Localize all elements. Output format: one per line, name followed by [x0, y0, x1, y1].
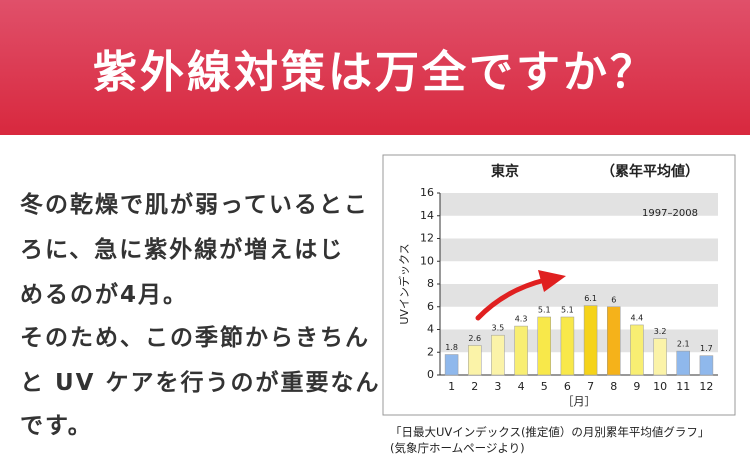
grid-band [440, 284, 718, 307]
value-label: 1.7 [700, 344, 713, 353]
annotation: 1997–2008 [642, 208, 698, 219]
y-tick-label: 8 [427, 277, 434, 290]
value-label: 5.1 [538, 305, 551, 314]
chart-title: 東京 [491, 163, 519, 180]
y-tick-label: 10 [420, 254, 434, 267]
y-tick-label: 12 [420, 232, 434, 245]
x-tick-label: 2 [471, 380, 478, 393]
grid-band [440, 238, 718, 262]
x-tick-label: 5 [541, 380, 548, 393]
bar [583, 305, 598, 376]
value-label: 2.1 [677, 340, 690, 349]
x-tick-label: 11 [676, 380, 690, 393]
x-axis-label: ［月］ [563, 395, 596, 408]
x-tick-label: 10 [653, 380, 667, 393]
value-label: 4.3 [515, 315, 528, 324]
y-tick-label: 2 [427, 345, 434, 358]
grid-band [440, 193, 718, 216]
body-line: 冬の乾燥で肌が弱っているとこ [20, 192, 369, 218]
y-tick-label: 16 [420, 186, 434, 199]
bar [560, 316, 575, 376]
bar [607, 306, 621, 376]
bar [491, 334, 505, 376]
x-tick-label: 9 [633, 380, 640, 393]
trend-arrow-head [538, 270, 566, 292]
body-line: ろに、急に紫外線が増えはじ [20, 237, 345, 263]
bar [653, 338, 667, 376]
value-label: 2.6 [468, 334, 481, 343]
x-tick-label: 6 [564, 380, 571, 393]
body-line: と UV ケアを行うのが重要なん [20, 370, 381, 396]
caption-line: 「日最大UVインデックス(推定値）の月別累年平均値グラフ」 [390, 425, 710, 439]
body-line: です。 [20, 413, 93, 439]
value-label: 3.2 [654, 327, 667, 336]
bar [514, 325, 528, 376]
value-label: 1.8 [445, 343, 458, 352]
y-tick-label: 14 [420, 209, 434, 222]
x-tick-label: 8 [610, 380, 617, 393]
x-tick-label: 7 [587, 380, 594, 393]
body-line: そのため、この季節からきちん [20, 325, 370, 351]
y-axis-label: UVインデックス [397, 243, 411, 324]
bar [444, 354, 459, 376]
bar [630, 324, 644, 376]
header: 紫外線対策は万全ですか？ [0, 0, 750, 135]
header-title: 紫外線対策は万全ですか？ [93, 47, 657, 98]
x-tick-label: 4 [518, 380, 525, 393]
value-label: 5.1 [561, 305, 574, 314]
value-label: 3.5 [492, 324, 505, 333]
x-tick-label: 1 [448, 380, 455, 393]
y-tick-label: 6 [427, 300, 434, 313]
value-label: 4.4 [631, 313, 644, 322]
grid-band [440, 329, 718, 353]
x-tick-label: 3 [494, 380, 501, 393]
bar [699, 355, 714, 376]
x-tick-label: 12 [699, 380, 713, 393]
value-label: 6 [611, 295, 616, 304]
y-tick-label: 4 [427, 323, 434, 336]
caption-line: (気象庁ホームページより) [390, 441, 525, 455]
value-label: 6.1 [584, 294, 597, 303]
bar [468, 345, 482, 376]
bar [676, 350, 690, 376]
y-tick-label: 0 [427, 368, 434, 381]
trend-arrow [475, 277, 548, 321]
body-line: めるのが4月。 [20, 282, 189, 308]
bar [537, 316, 551, 376]
chart-subtitle: （累年平均値） [601, 163, 699, 180]
